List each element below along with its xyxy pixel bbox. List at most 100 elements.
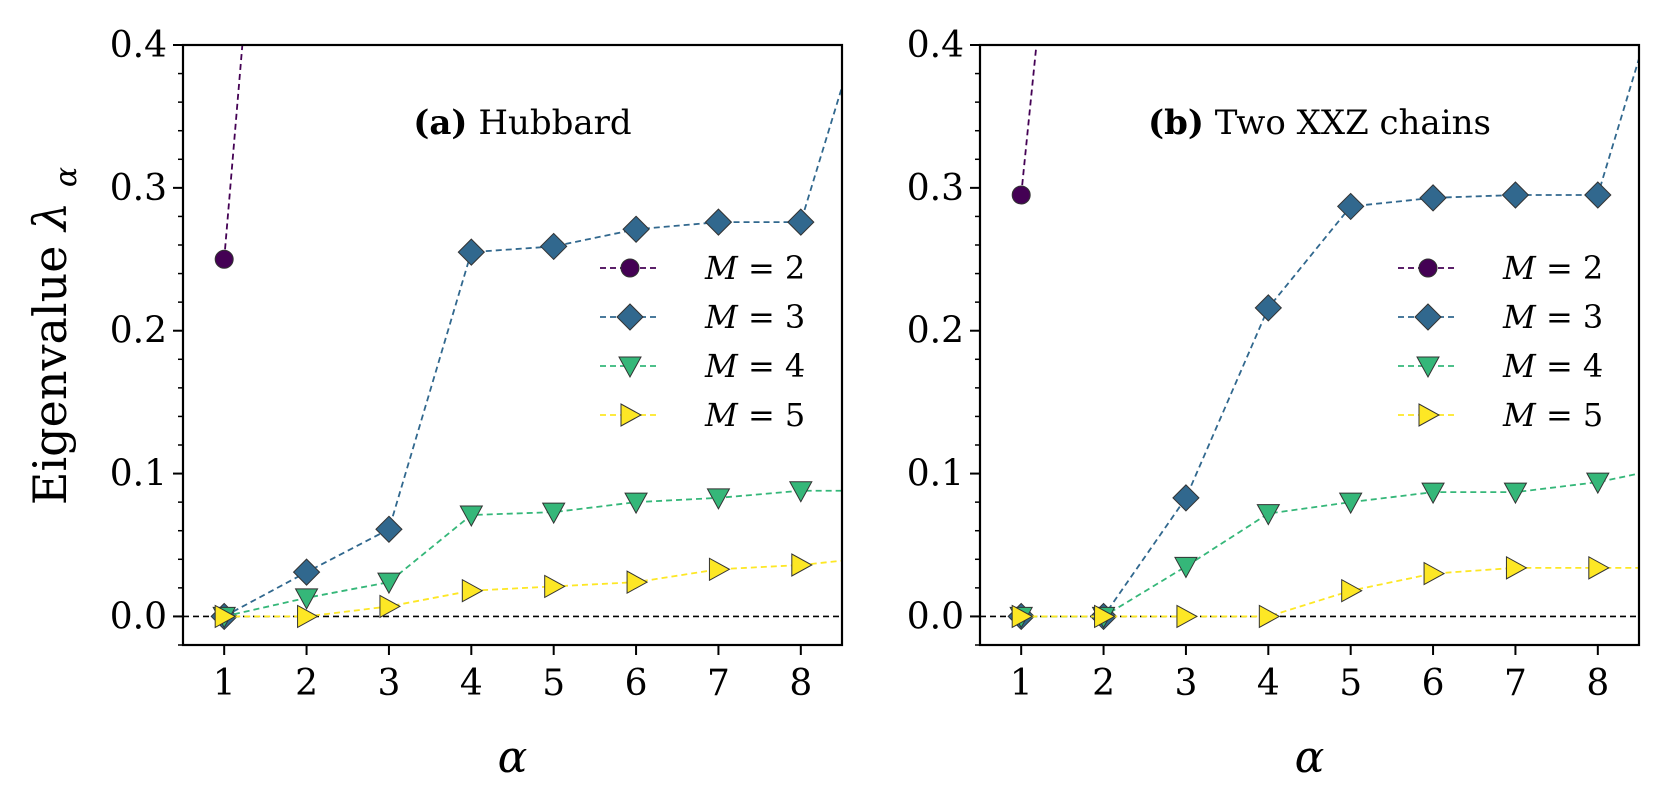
data-point — [294, 588, 319, 610]
y-tick-label: 0.0 — [110, 596, 167, 637]
data-point — [788, 481, 813, 503]
panel-title: (a) Hubbard — [413, 103, 631, 143]
x-tick-label: 5 — [1339, 663, 1362, 704]
data-point — [1011, 604, 1034, 629]
data-point — [292, 558, 321, 586]
y-tick-label: 0.3 — [110, 168, 167, 209]
data-point — [1503, 482, 1528, 505]
panel-title-text: Two XXZ chains — [1204, 103, 1491, 143]
y-axis-label: Eigenvalue λ α — [23, 167, 84, 505]
x-tick-label: 1 — [213, 663, 236, 704]
x-axis: 1 2 3 4 5 6 7 8 — [1010, 645, 1609, 704]
x-tick-label: 8 — [789, 663, 812, 704]
data-point — [1419, 184, 1447, 212]
legend: M = 2 M = 3 M = 4 M = 5 — [1398, 249, 1603, 434]
x-tick-label: 7 — [1504, 663, 1527, 704]
series-line — [1021, 472, 1639, 618]
data-point — [704, 208, 733, 236]
legend-label: M = 3 — [704, 298, 805, 336]
legend-marker — [618, 356, 642, 379]
data-point — [544, 574, 566, 599]
x-axis-label: α — [498, 732, 528, 783]
legend: M = 2 M = 3 M = 4 M = 5 — [600, 249, 805, 434]
x-tick-label: 8 — [1586, 663, 1609, 704]
panel-title: (b) Two XXZ chains — [1148, 103, 1491, 143]
plot-area — [1007, 45, 1639, 631]
svg-text:Eigenvalue λ: Eigenvalue λ α — [23, 167, 84, 505]
y-tick-label: 0.0 — [907, 596, 964, 637]
y-tick-label: 0.4 — [110, 25, 167, 66]
data-point — [1501, 181, 1530, 209]
y-axis-label-main: Eigenvalue — [23, 246, 77, 506]
x-tick-label: 3 — [377, 663, 400, 704]
series-line — [223, 45, 244, 260]
data-point — [1336, 192, 1365, 221]
legend-entry: M = 5 — [600, 396, 805, 434]
data-point — [1421, 482, 1445, 505]
x-tick-label: 6 — [625, 663, 648, 704]
legend-label: M = 2 — [1502, 249, 1603, 287]
plot-area — [210, 45, 842, 631]
data-point — [624, 492, 648, 515]
y-tick-label: 0.2 — [110, 311, 167, 352]
series-line — [223, 489, 842, 618]
legend-label: M = 3 — [1502, 298, 1603, 336]
data-point — [377, 572, 401, 595]
data-point — [1258, 604, 1281, 629]
y-tick-label: 0.2 — [907, 311, 964, 352]
x-tick-label: 7 — [707, 663, 730, 704]
data-point — [1094, 604, 1116, 629]
data-point — [1584, 181, 1612, 209]
legend-entry: M = 4 — [1398, 347, 1603, 385]
plot-frame — [978, 43, 1641, 647]
data-point — [708, 557, 731, 582]
series-M5 — [1011, 556, 1639, 629]
y-axis: 0.0 0.1 0.2 0.3 0.4 — [110, 25, 183, 646]
x-tick-label: 2 — [295, 663, 318, 704]
data-point — [375, 515, 403, 543]
legend-entry: M = 2 — [1398, 249, 1603, 287]
y-tick-label: 0.1 — [110, 454, 167, 495]
series-M2 — [1011, 45, 1038, 205]
data-point — [541, 502, 566, 525]
legend-label: M = 4 — [1502, 347, 1603, 385]
y-axis-label-subscript: α — [49, 167, 84, 187]
data-point — [1505, 556, 1528, 580]
data-point — [1338, 492, 1363, 515]
data-point — [1341, 578, 1363, 603]
data-point — [1174, 556, 1198, 579]
legend-marker — [1418, 258, 1438, 278]
data-point — [379, 594, 401, 619]
data-point — [1423, 561, 1446, 586]
data-point — [1176, 604, 1198, 629]
legend-entry: M = 4 — [600, 347, 805, 385]
chart-panel-2: 0.0 0.1 0.2 0.3 0.4 1 2 3 4 5 6 7 8 α (b) Two XXZ chai… — [907, 25, 1641, 783]
x-tick-label: 4 — [1257, 663, 1280, 704]
x-tick-label: 1 — [1010, 663, 1033, 704]
x-tick-label: 2 — [1092, 663, 1115, 704]
legend-marker — [620, 403, 643, 427]
legend-marker — [1414, 303, 1442, 331]
data-point — [1585, 472, 1610, 495]
data-point — [461, 578, 484, 603]
legend-label: M = 5 — [1502, 396, 1603, 434]
series-M5 — [214, 553, 842, 629]
y-axis-label-symbol: λ — [23, 202, 77, 233]
data-point — [1254, 294, 1283, 322]
series-M4 — [212, 481, 842, 629]
x-tick-label: 6 — [1422, 663, 1445, 704]
x-tick-label: 3 — [1174, 663, 1197, 704]
data-point — [1011, 185, 1031, 205]
data-point — [459, 505, 484, 528]
data-point — [457, 238, 486, 266]
x-axis-label: α — [1295, 732, 1325, 783]
data-point — [1172, 484, 1200, 512]
legend-entry: M = 5 — [1398, 396, 1603, 434]
y-axis: 0.0 0.1 0.2 0.3 0.4 — [907, 25, 980, 646]
series-line — [1020, 45, 1038, 196]
data-point — [214, 249, 234, 269]
panel-tag: (a) — [413, 103, 467, 143]
x-tick-label: 5 — [542, 663, 565, 704]
data-point — [1256, 504, 1281, 526]
